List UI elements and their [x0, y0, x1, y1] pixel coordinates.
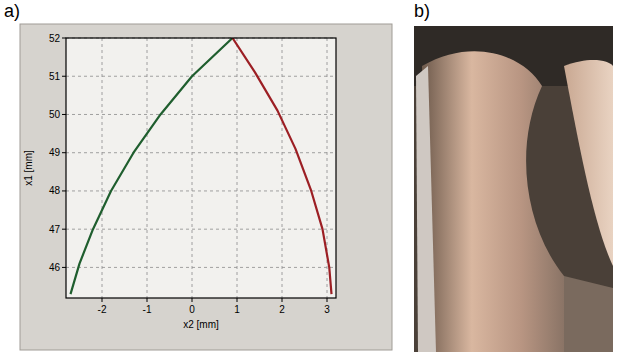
grid-line	[282, 38, 283, 298]
series-line	[233, 38, 332, 294]
grid-line	[66, 152, 336, 153]
series-group	[71, 38, 332, 294]
photo-background	[414, 26, 613, 352]
tick-label: -2	[98, 304, 107, 315]
grid-line	[66, 229, 336, 230]
tick-label: 47	[49, 224, 61, 235]
tick-label: 3	[324, 304, 330, 315]
grid-line	[66, 190, 336, 191]
panel-label: a)	[4, 1, 20, 21]
tick-label: 0	[189, 304, 195, 315]
tick-label: 1	[234, 304, 240, 315]
tick-label: -1	[143, 304, 152, 315]
grid-line	[66, 267, 336, 268]
grid-line	[66, 114, 336, 115]
grid-line	[102, 38, 103, 298]
grid-line	[147, 38, 148, 298]
axis-title: x1 [mm]	[23, 150, 34, 186]
series-line	[71, 38, 233, 294]
tick-label: 50	[49, 109, 61, 120]
tool-flute	[422, 51, 564, 352]
panel-label: b)	[414, 1, 430, 21]
plot-frame	[66, 38, 336, 298]
widget-background	[20, 24, 392, 350]
tick-label: 51	[49, 71, 61, 82]
figure: -2 -1 0 1 2 3 46 47 48 49 50 51 52 x2 [mm] x1 [mm] a) b)	[0, 0, 617, 356]
plot-area	[66, 38, 336, 298]
tick-label: 48	[49, 185, 61, 196]
tool-flute	[564, 60, 613, 266]
axis-title: x2 [mm]	[183, 319, 219, 330]
grid-line	[237, 38, 238, 298]
tool-base	[564, 276, 613, 352]
grid-line	[66, 76, 336, 77]
photo	[414, 26, 613, 352]
tool-edge	[416, 66, 436, 352]
tick-label: 46	[49, 262, 61, 273]
tick-label: 2	[279, 304, 285, 315]
tick-label: 49	[49, 147, 61, 158]
tick-label: 52	[49, 33, 61, 44]
